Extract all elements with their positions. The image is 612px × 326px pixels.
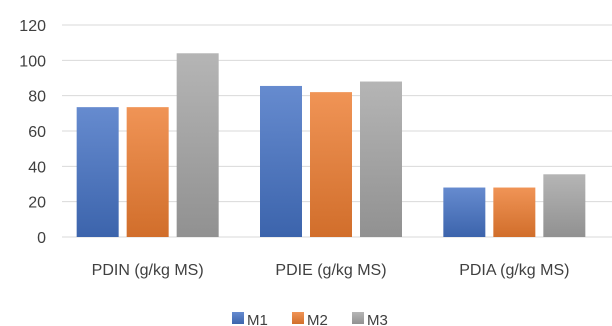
x-category-label: PDIN (g/kg MS) bbox=[92, 262, 204, 279]
bar-m2-1 bbox=[126, 107, 169, 238]
legend-label-m2: M2 bbox=[307, 312, 328, 326]
y-tick-label: 120 bbox=[19, 18, 46, 35]
legend-swatch-m3 bbox=[352, 312, 364, 324]
legend-swatch-m1 bbox=[232, 312, 244, 324]
y-tick-label: 100 bbox=[19, 53, 46, 70]
y-axis-tick-labels: 0 20 40 60 80 100 120 bbox=[19, 18, 46, 247]
legend-label-m3: M3 bbox=[367, 312, 388, 326]
x-axis-category-labels: PDIN (g/kg MS) PDIE (g/kg MS) PDIA (g/kg M… bbox=[92, 262, 570, 279]
y-tick-label: 20 bbox=[28, 195, 46, 212]
y-tick-label: 40 bbox=[28, 159, 46, 176]
x-category-label: PDIE (g/kg MS) bbox=[275, 262, 386, 279]
legend: M1 M2 M3 bbox=[232, 312, 388, 326]
bar-m3-3 bbox=[543, 174, 586, 237]
bar-m1-3 bbox=[443, 187, 486, 237]
bar-m2-2 bbox=[310, 92, 352, 237]
bars bbox=[76, 53, 586, 238]
bar-m2-3 bbox=[493, 187, 536, 237]
y-tick-label: 0 bbox=[37, 230, 46, 247]
legend-swatch-m2 bbox=[292, 312, 304, 324]
legend-label-m1: M1 bbox=[247, 312, 268, 326]
bar-m1-1 bbox=[76, 107, 119, 238]
y-tick-label: 60 bbox=[28, 124, 46, 141]
bar-m3-1 bbox=[176, 53, 219, 238]
bar-m3-2 bbox=[360, 81, 402, 238]
bar-m1-2 bbox=[260, 85, 302, 237]
y-tick-label: 80 bbox=[28, 89, 46, 106]
x-category-label: PDIA (g/kg MS) bbox=[459, 262, 569, 279]
